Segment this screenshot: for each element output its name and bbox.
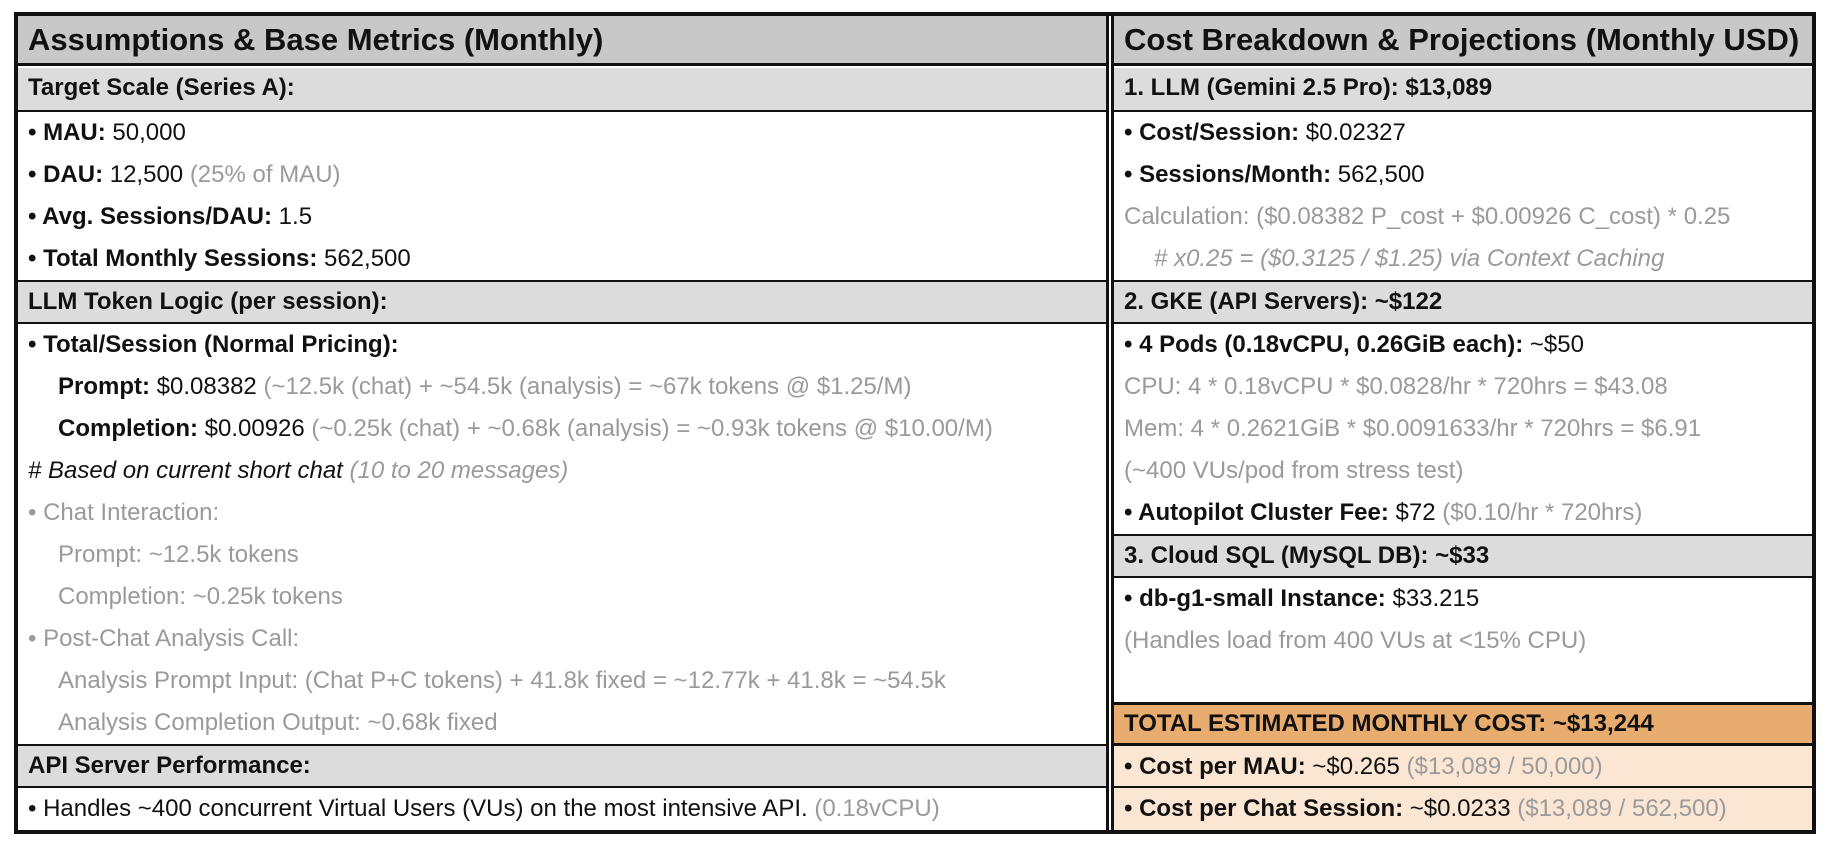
api-perf-row: • Handles ~400 concurrent Virtual Users …: [18, 788, 1106, 830]
completion-row: Completion: $0.00926 (~0.25k (chat) + ~0…: [18, 408, 1106, 450]
costs-title: Cost Breakdown & Projections (Monthly US…: [1114, 16, 1812, 66]
target-scale-header: Target Scale (Series A):: [18, 68, 1106, 112]
cost-table: Assumptions & Base Metrics (Monthly) Tar…: [14, 12, 1816, 834]
total-cost-row: TOTAL ESTIMATED MONTHLY COST: ~$13,244: [1114, 702, 1812, 746]
cluster-fee-value: $72: [1388, 499, 1443, 526]
mem-row: Mem: 4 * 0.2621GiB * $0.0091633/hr * 720…: [1124, 415, 1702, 442]
cost-per-session-label: • Cost per Chat Session:: [1124, 795, 1404, 822]
total-sessions-row: • Total Monthly Sessions: 562,500: [18, 238, 1106, 280]
total-sessions-label: • Total Monthly Sessions:: [28, 245, 318, 272]
cost-per-mau-value: ~$0.265: [1305, 753, 1407, 780]
cost-per-session-row: • Cost per Chat Session: ~$0.0233 ($13,0…: [1114, 788, 1812, 830]
dau-note: (25% of MAU): [189, 161, 341, 188]
prompt-label: Prompt:: [58, 373, 150, 400]
assumptions-column: Assumptions & Base Metrics (Monthly) Tar…: [18, 16, 1106, 830]
sessions-month-value: 562,500: [1331, 161, 1425, 188]
completion-value: $0.00926: [197, 415, 312, 442]
mau-label: • MAU:: [28, 119, 106, 146]
sql-header: 3. Cloud SQL (MySQL DB): ~$33: [1114, 534, 1812, 578]
cost-session-value: $0.02327: [1299, 119, 1406, 146]
column-divider: [1106, 16, 1114, 830]
total-sessions-value: 562,500: [317, 245, 411, 272]
comment-text: # Based on current short chat: [28, 457, 350, 484]
comment-row: # Based on current short chat (10 to 20 …: [18, 450, 1106, 492]
cost-per-mau-row: • Cost per MAU: ~$0.265 ($13,089 / 50,00…: [1114, 746, 1812, 788]
sessions-month-label: • Sessions/Month:: [1124, 161, 1332, 188]
dau-value: 12,500: [103, 161, 190, 188]
prompt-row: Prompt: $0.08382 (~12.5k (chat) + ~54.5k…: [18, 366, 1106, 408]
chat-completion-row: Completion: ~0.25k tokens: [58, 583, 343, 610]
post-chat-row: • Post-Chat Analysis Call:: [28, 625, 300, 652]
api-perf-text: • Handles ~400 concurrent Virtual Users …: [28, 795, 815, 822]
avg-sessions-value: 1.5: [272, 203, 313, 230]
sql-instance-value: $33.215: [1385, 585, 1480, 612]
cluster-fee-label: • Autopilot Cluster Fee:: [1124, 499, 1389, 526]
cost-per-mau-label: • Cost per MAU:: [1124, 753, 1306, 780]
mau-row: • MAU: 50,000: [18, 112, 1106, 154]
cluster-fee-row: • Autopilot Cluster Fee: $72 ($0.10/hr *…: [1114, 492, 1812, 534]
analysis-completion-row: Analysis Completion Output: ~0.68k fixed: [58, 709, 498, 736]
completion-label: Completion:: [58, 415, 198, 442]
prompt-value: $0.08382: [150, 373, 264, 400]
spacer: [1114, 662, 1812, 702]
api-perf-note: (0.18vCPU): [814, 795, 940, 822]
sessions-month-row: • Sessions/Month: 562,500: [1114, 154, 1812, 196]
api-perf-header: API Server Performance:: [18, 744, 1106, 788]
cluster-fee-note: ($0.10/hr * 720hrs): [1442, 499, 1643, 526]
costs-column: Cost Breakdown & Projections (Monthly US…: [1114, 16, 1812, 830]
avg-sessions-label: • Avg. Sessions/DAU:: [28, 203, 273, 230]
comment-note: (10 to 20 messages): [349, 457, 569, 484]
avg-sessions-row: • Avg. Sessions/DAU: 1.5: [18, 196, 1106, 238]
caching-note-row: # x0.25 = ($0.3125 / $1.25) via Context …: [1154, 245, 1665, 272]
sql-note-row: (Handles load from 400 VUs at <15% CPU): [1124, 627, 1587, 654]
dau-label: • DAU:: [28, 161, 104, 188]
chat-interaction-row: • Chat Interaction:: [28, 499, 220, 526]
dau-row: • DAU: 12,500 (25% of MAU): [18, 154, 1106, 196]
pods-value: ~$50: [1523, 331, 1584, 358]
cost-per-session-value: ~$0.0233: [1403, 795, 1518, 822]
llm-header: 1. LLM (Gemini 2.5 Pro): $13,089: [1114, 68, 1812, 112]
cost-per-session-note: ($13,089 / 562,500): [1517, 795, 1727, 822]
sql-instance-row: • db-g1-small Instance: $33.215: [1114, 578, 1812, 620]
cpu-row: CPU: 4 * 0.18vCPU * $0.0828/hr * 720hrs …: [1124, 373, 1668, 400]
chat-prompt-row: Prompt: ~12.5k tokens: [58, 541, 299, 568]
calculation-row: Calculation: ($0.08382 P_cost + $0.00926…: [1124, 203, 1731, 230]
cost-session-row: • Cost/Session: $0.02327: [1114, 112, 1812, 154]
cost-per-mau-note: ($13,089 / 50,000): [1406, 753, 1603, 780]
completion-note: (~0.25k (chat) + ~0.68k (analysis) = ~0.…: [311, 415, 993, 442]
total-session-row: • Total/Session (Normal Pricing):: [28, 331, 399, 358]
token-logic-header: LLM Token Logic (per session):: [18, 280, 1106, 324]
pods-label: • 4 Pods (0.18vCPU, 0.26GiB each):: [1124, 331, 1524, 358]
mau-value: 50,000: [105, 119, 186, 146]
vus-row: (~400 VUs/pod from stress test): [1124, 457, 1464, 484]
analysis-prompt-row: Analysis Prompt Input: (Chat P+C tokens)…: [58, 667, 946, 694]
cost-session-label: • Cost/Session:: [1124, 119, 1300, 146]
pods-row: • 4 Pods (0.18vCPU, 0.26GiB each): ~$50: [1114, 324, 1812, 366]
sql-instance-label: • db-g1-small Instance:: [1124, 585, 1386, 612]
assumptions-title: Assumptions & Base Metrics (Monthly): [18, 16, 1106, 66]
prompt-note: (~12.5k (chat) + ~54.5k (analysis) = ~67…: [263, 373, 912, 400]
gke-header: 2. GKE (API Servers): ~$122: [1114, 280, 1812, 324]
